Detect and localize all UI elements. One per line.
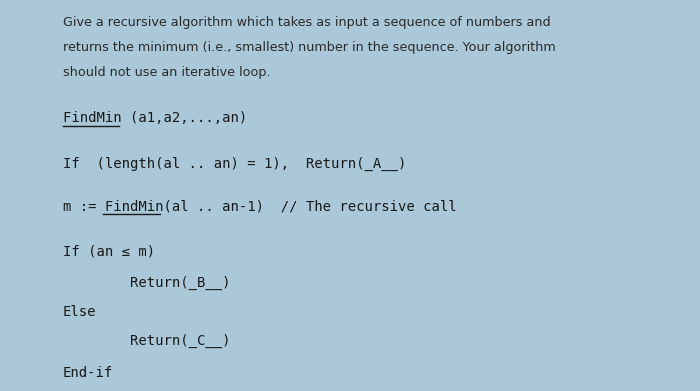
- Text: Else: Else: [63, 305, 97, 319]
- Text: Give a recursive algorithm which takes as input a sequence of numbers and: Give a recursive algorithm which takes a…: [63, 16, 551, 29]
- Text: returns the minimum (i.e., smallest) number in the sequence. Your algorithm: returns the minimum (i.e., smallest) num…: [63, 41, 556, 54]
- Text: If (an ≤ m): If (an ≤ m): [63, 244, 155, 258]
- Text: Return(_B__): Return(_B__): [63, 276, 230, 290]
- Text: Return(_C__): Return(_C__): [63, 334, 230, 348]
- Text: If  (length(al .. an) = 1),  Return(_A__): If (length(al .. an) = 1), Return(_A__): [63, 156, 407, 170]
- Text: should not use an iterative loop.: should not use an iterative loop.: [63, 66, 271, 79]
- Text: FindMin (a1,a2,...,an): FindMin (a1,a2,...,an): [63, 111, 247, 126]
- Text: m := FindMin(al .. an-1)  // The recursive call: m := FindMin(al .. an-1) // The recursiv…: [63, 199, 456, 213]
- Text: End-if: End-if: [63, 366, 113, 380]
